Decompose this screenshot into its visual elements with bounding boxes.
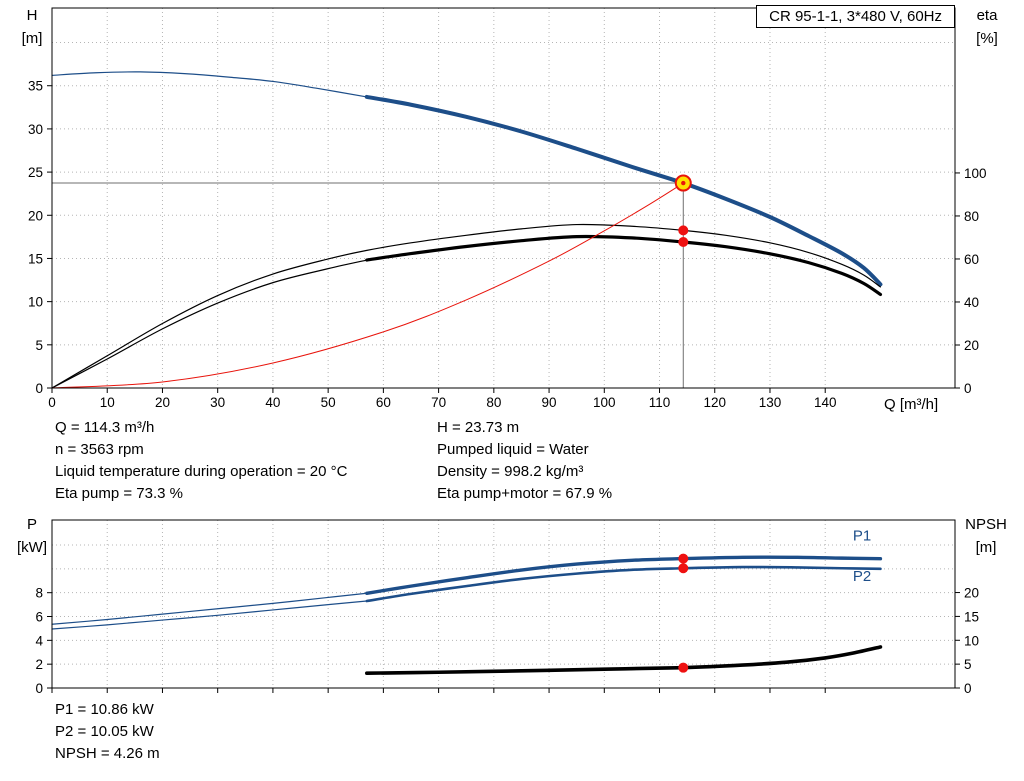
info-speed: n = 3563 rpm [55, 441, 144, 458]
svg-text:10: 10 [100, 395, 115, 410]
npsh-axis-unit: [m] [975, 539, 997, 556]
h-axis-unit: [m] [21, 30, 43, 47]
gridlines [52, 520, 955, 688]
svg-text:100: 100 [964, 166, 987, 181]
tick-labels: 0 10 20 30 40 50 60 70 80 90 100 110 120 130 140 0 5 10 15… [28, 79, 987, 410]
svg-text:6: 6 [35, 610, 43, 625]
svg-text:20: 20 [155, 395, 170, 410]
svg-text:60: 60 [376, 395, 391, 410]
eta-axis-label: eta [976, 7, 998, 24]
svg-text:20: 20 [964, 586, 979, 601]
svg-text:0: 0 [35, 681, 43, 696]
svg-text:35: 35 [28, 79, 43, 94]
svg-text:10: 10 [964, 633, 979, 648]
p-axis-label: P [26, 516, 37, 533]
svg-text:0: 0 [964, 381, 972, 396]
q-axis-label: Q [m³/h] [884, 396, 939, 413]
svg-text:100: 100 [593, 395, 616, 410]
eta-pump-curve [51, 223, 882, 389]
p2-curve-thick [365, 565, 882, 603]
eta-pump-motor-thick [365, 234, 883, 297]
svg-text:50: 50 [321, 395, 336, 410]
npsh-curve [365, 645, 883, 676]
duty-info-right: H = 23.73 m Pumped liquid = Water Densit… [437, 419, 612, 507]
svg-text:0: 0 [35, 381, 43, 396]
info-eta-pump-motor: Eta pump+motor = 67.9 % [437, 485, 613, 502]
info-eta-pump: Eta pump = 73.3 % [55, 485, 183, 502]
svg-text:70: 70 [431, 395, 446, 410]
eta-pump-motor-dot [678, 236, 689, 247]
info-npsh: NPSH = 4.26 m [55, 745, 160, 762]
info-temperature: Liquid temperature during operation = 20… [55, 463, 348, 480]
svg-text:90: 90 [542, 395, 557, 410]
info-liquid: Pumped liquid = Water [437, 441, 589, 458]
eta-pump-dot [678, 225, 689, 236]
tick-labels: 0 2 4 6 8 0 5 10 15 20 [35, 586, 979, 696]
pump-model-box: CR 95-1-1, 3*480 V, 60Hz [756, 5, 955, 28]
plot-frame [51, 519, 956, 689]
duty-point-center-dot [681, 180, 686, 186]
duty-info-left: Q = 114.3 m³/h n = 3563 rpm Liquid tempe… [55, 419, 347, 507]
head-curve-thick [364, 94, 883, 287]
svg-text:0: 0 [964, 681, 972, 696]
npsh-axis-label: NPSH [965, 516, 1007, 533]
info-flow: Q = 114.3 m³/h [55, 419, 155, 436]
svg-text:40: 40 [964, 295, 979, 310]
svg-text:130: 130 [759, 395, 782, 410]
svg-text:15: 15 [964, 609, 979, 624]
svg-text:15: 15 [28, 251, 43, 266]
p2-dot [678, 563, 689, 574]
system-curve [51, 182, 684, 389]
eta-axis-unit: [%] [976, 30, 998, 47]
svg-text:10: 10 [28, 295, 43, 310]
svg-text:30: 30 [210, 395, 225, 410]
eta-pump-motor-thin [51, 259, 368, 389]
svg-text:20: 20 [964, 338, 979, 353]
svg-text:40: 40 [265, 395, 280, 410]
svg-text:5: 5 [964, 657, 972, 672]
svg-text:0: 0 [48, 395, 56, 410]
p2-curve-thin [51, 600, 368, 630]
svg-text:25: 25 [28, 165, 43, 180]
npsh-dot [678, 662, 689, 673]
svg-text:4: 4 [35, 633, 43, 648]
svg-text:8: 8 [35, 586, 43, 601]
info-p2: P2 = 10.05 kW [55, 723, 154, 740]
p1-dot [678, 553, 689, 564]
info-head: H = 23.73 m [437, 419, 520, 436]
p1-curve-thick [365, 555, 883, 595]
gridlines [52, 8, 955, 388]
svg-text:30: 30 [28, 122, 43, 137]
svg-text:120: 120 [703, 395, 726, 410]
svg-text:2: 2 [35, 657, 43, 672]
chart-qh-eta: 0 10 20 30 40 50 60 70 80 90 100 110 120 130 140 0 5 10 15… [28, 7, 987, 410]
head-curve-thin [51, 71, 368, 98]
svg-text:80: 80 [486, 395, 501, 410]
info-p1: P1 = 10.86 kW [55, 701, 154, 718]
svg-text:60: 60 [964, 252, 979, 267]
chart-power-npsh: 0 2 4 6 8 0 5 10 15 20 P1 P2 [35, 519, 979, 696]
p1-curve-thin [51, 592, 368, 625]
info-density: Density = 998.2 kg/m³ [437, 463, 584, 480]
svg-text:20: 20 [28, 208, 43, 223]
svg-text:140: 140 [814, 395, 837, 410]
p2-label: P2 [853, 568, 871, 585]
p-axis-unit: [kW] [17, 539, 47, 556]
h-axis-label: H [26, 7, 38, 24]
plot-frame [51, 7, 956, 389]
svg-text:110: 110 [649, 395, 671, 410]
p1-label: P1 [853, 527, 871, 544]
power-info: P1 = 10.86 kW P2 = 10.05 kW NPSH = 4.26 … [55, 701, 160, 767]
svg-text:5: 5 [35, 338, 43, 353]
svg-text:80: 80 [964, 209, 979, 224]
